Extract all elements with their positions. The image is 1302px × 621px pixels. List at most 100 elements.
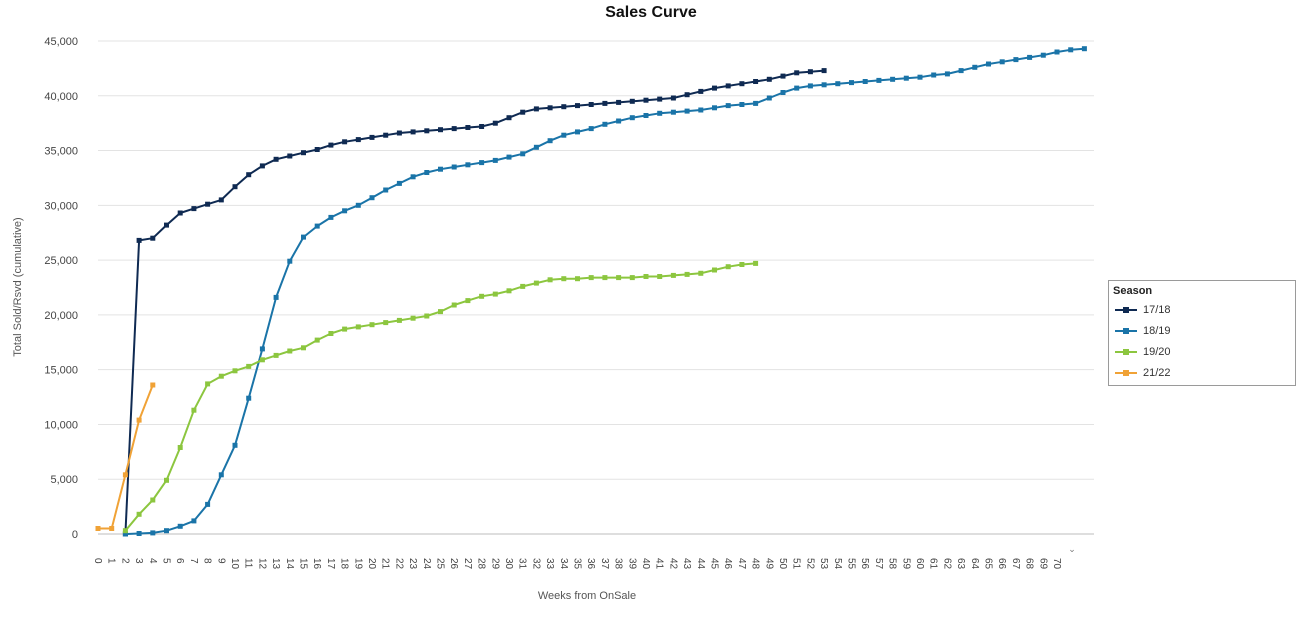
x-tick-label: 23 xyxy=(407,558,418,570)
legend-item[interactable]: 19/20 xyxy=(1113,345,1171,359)
x-tick-label: 26 xyxy=(448,558,459,570)
y-tick-label: 35,000 xyxy=(44,146,78,158)
data-point xyxy=(616,118,622,124)
data-point xyxy=(122,531,128,537)
series-line xyxy=(98,384,154,530)
legend: Season 17/18 18/19 19/20 21/22 xyxy=(1108,280,1296,386)
data-point xyxy=(328,214,334,220)
data-point xyxy=(396,180,402,186)
series-line xyxy=(124,69,825,535)
x-tick-label: 19 xyxy=(352,558,363,570)
data-point xyxy=(492,120,498,126)
x-tick-label: 42 xyxy=(667,558,678,570)
data-point xyxy=(670,272,676,278)
data-point xyxy=(287,348,293,354)
data-point xyxy=(164,528,169,534)
data-point xyxy=(547,105,553,111)
data-point xyxy=(794,85,800,91)
data-point xyxy=(643,113,649,118)
data-point xyxy=(1081,46,1087,52)
data-point xyxy=(547,138,553,144)
data-point xyxy=(629,98,635,104)
x-tick-label: 70 xyxy=(1051,558,1062,570)
x-tick-label: 52 xyxy=(804,558,815,570)
data-point xyxy=(602,275,608,281)
data-point xyxy=(273,156,279,162)
x-tick-label: 10 xyxy=(229,558,240,570)
x-tick-label: 67 xyxy=(1010,558,1021,570)
scroll-chevron-icon[interactable]: ⌄ xyxy=(1068,545,1076,555)
data-point xyxy=(533,106,539,112)
x-tick-label: 24 xyxy=(421,558,432,570)
data-point xyxy=(369,322,375,328)
x-tick-label: 38 xyxy=(613,558,624,570)
data-point xyxy=(438,127,443,133)
data-point xyxy=(766,76,772,82)
data-point xyxy=(561,132,567,138)
x-tick-label: 66 xyxy=(996,558,1007,570)
data-point xyxy=(958,68,964,74)
data-point xyxy=(602,121,608,127)
x-tick-label: 9 xyxy=(215,558,226,564)
data-point xyxy=(355,324,361,330)
x-tick-label: 18 xyxy=(339,558,350,570)
legend-item[interactable]: 17/18 xyxy=(1113,303,1171,317)
y-tick-label: 10,000 xyxy=(44,419,78,431)
chart-title: Sales Curve xyxy=(605,4,697,21)
data-point xyxy=(342,208,348,214)
x-tick-label: 5 xyxy=(161,558,172,564)
data-point xyxy=(191,206,197,212)
data-point xyxy=(739,262,745,267)
data-point xyxy=(355,137,361,143)
data-point xyxy=(259,346,265,352)
data-point xyxy=(807,69,813,75)
legend-item[interactable]: 21/22 xyxy=(1113,366,1171,380)
data-point xyxy=(205,501,211,507)
data-point xyxy=(520,283,526,289)
legend-swatch xyxy=(1113,345,1139,359)
data-point xyxy=(383,132,389,138)
x-tick-label: 44 xyxy=(695,558,706,570)
y-tick-label: 45,000 xyxy=(44,36,78,48)
legend-label: 18/19 xyxy=(1143,325,1171,337)
data-point xyxy=(561,276,567,282)
data-point xyxy=(575,129,580,135)
data-point xyxy=(424,128,430,134)
data-point xyxy=(369,134,375,140)
data-point xyxy=(396,317,402,323)
legend-item[interactable]: 18/19 xyxy=(1113,324,1171,338)
data-point xyxy=(616,99,622,105)
x-tick-label: 57 xyxy=(873,558,884,570)
x-tick-label: 33 xyxy=(544,558,555,570)
data-point xyxy=(479,160,485,166)
data-point xyxy=(232,184,238,190)
grid-lines xyxy=(98,40,1094,480)
x-tick-label: 60 xyxy=(914,558,925,570)
data-point xyxy=(753,79,759,84)
data-point xyxy=(739,81,745,87)
data-point xyxy=(136,237,142,243)
data-point xyxy=(355,202,361,208)
x-tick-label: 49 xyxy=(763,558,774,570)
data-point xyxy=(424,170,430,175)
data-point xyxy=(205,381,211,387)
data-point xyxy=(931,72,937,78)
data-point xyxy=(410,315,416,321)
data-point xyxy=(1054,49,1060,55)
x-tick-label: 31 xyxy=(517,558,528,570)
x-tick-label: 39 xyxy=(626,558,637,570)
x-tick-label: 29 xyxy=(489,558,500,570)
series-21-22 xyxy=(95,382,156,531)
data-point xyxy=(725,103,731,109)
data-point xyxy=(205,201,211,207)
data-point xyxy=(328,142,334,148)
data-point xyxy=(191,518,197,524)
data-point xyxy=(1013,57,1019,63)
data-point xyxy=(438,166,443,172)
x-tick-label: 65 xyxy=(983,558,994,570)
x-tick-label: 62 xyxy=(941,558,952,570)
axes: 0 5,000 10,000 15,000 20,000 25,000 30,000 35,0… xyxy=(44,36,1094,570)
data-point xyxy=(465,298,471,304)
data-point xyxy=(109,526,115,531)
